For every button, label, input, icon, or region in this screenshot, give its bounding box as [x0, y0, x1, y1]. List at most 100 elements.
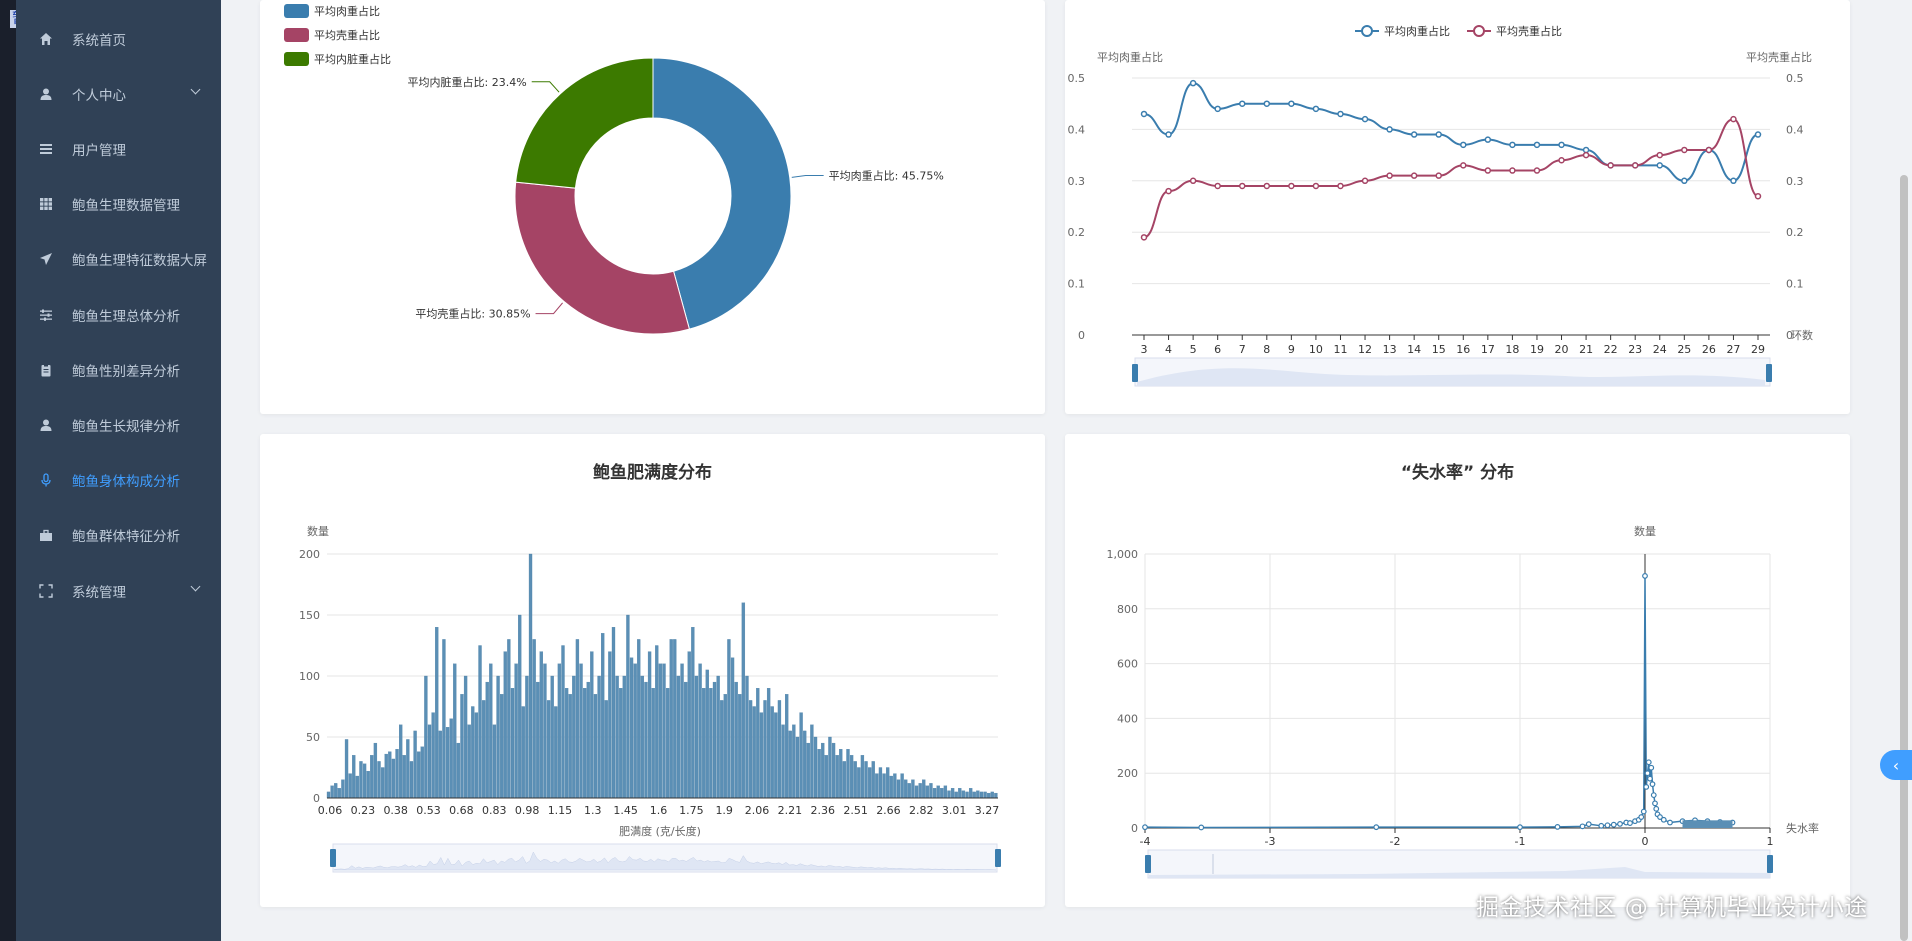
bar	[384, 753, 388, 799]
bar	[803, 730, 807, 799]
y-tick-label: 150	[299, 609, 320, 622]
pie-slice	[652, 57, 792, 330]
bar	[734, 681, 738, 799]
bar	[702, 688, 706, 799]
data-point	[1754, 131, 1762, 138]
zoom-handle-left	[1132, 364, 1138, 382]
bar	[738, 694, 742, 799]
bar	[503, 651, 507, 799]
bar	[330, 785, 334, 799]
bar	[698, 663, 702, 799]
data-point	[1484, 136, 1492, 143]
chevron-left-icon: ‹	[1892, 755, 1900, 775]
pie-label: 平均肉重占比: 45.75%	[829, 168, 944, 182]
data-point	[1610, 821, 1617, 828]
bar	[601, 633, 605, 799]
bar	[622, 675, 626, 799]
x-tick-label: 11	[1333, 343, 1347, 356]
expand-panel-button[interactable]: ‹	[1880, 750, 1912, 780]
data-point	[1647, 775, 1653, 782]
bar	[680, 663, 684, 799]
x-tick-label: 0.38	[383, 804, 408, 817]
clipboard-icon	[37, 361, 55, 379]
legend-label: 平均壳重占比	[1496, 24, 1562, 38]
bar	[579, 663, 583, 799]
data-point	[1648, 764, 1655, 771]
data-point	[1657, 814, 1663, 820]
data-point	[1652, 800, 1658, 807]
sidebar-item[interactable]: 鲍鱼生理总体分析	[16, 287, 221, 342]
x-tick-label: 0	[1642, 835, 1649, 848]
data-point	[1604, 822, 1611, 829]
bar	[550, 675, 554, 799]
sliders-icon	[37, 306, 55, 324]
x-tick-label: 0.23	[351, 804, 376, 817]
bar	[619, 688, 623, 799]
sidebar-item[interactable]: 鲍鱼身体构成分析	[16, 453, 221, 508]
x-tick-label: 27	[1726, 343, 1740, 356]
sidebar-item[interactable]: 个人中心	[16, 66, 221, 121]
briefcase-icon	[37, 526, 55, 544]
bar	[460, 694, 464, 799]
bar	[983, 791, 987, 799]
x-tick-label: -3	[1265, 835, 1276, 848]
sidebar-item[interactable]: 鲍鱼生长规律分析	[16, 397, 221, 452]
data-point	[1667, 819, 1673, 826]
fullscreen-icon	[37, 582, 55, 600]
bar	[828, 736, 832, 799]
x-tick-label: 5	[1190, 343, 1197, 356]
sidebar-item[interactable]: 鲍鱼性别差异分析	[16, 342, 221, 397]
zoom-handle-right	[995, 849, 1001, 867]
data-point	[1410, 172, 1418, 179]
bar	[907, 783, 911, 799]
sidebar-item[interactable]: 鲍鱼生理特征数据大屏	[16, 232, 221, 287]
data-point	[1288, 100, 1295, 107]
x-tick-label: 9	[1288, 343, 1295, 356]
y-tick-right: 0.4	[1786, 123, 1804, 136]
bar	[940, 788, 944, 799]
y-tick-label: 1,000	[1107, 548, 1139, 561]
data-point	[1533, 141, 1541, 149]
legend-swatch	[284, 52, 309, 66]
bar	[849, 755, 854, 799]
bar	[377, 761, 381, 799]
bar	[373, 742, 378, 799]
bar	[795, 736, 800, 799]
sidebar-item[interactable]: 系统管理	[16, 563, 221, 618]
sidebar-item[interactable]: 系统首页	[16, 11, 221, 66]
bar	[990, 791, 994, 799]
x-tick-label: 18	[1505, 343, 1519, 356]
bar	[362, 763, 367, 799]
sidebar-item[interactable]: 用户管理	[16, 121, 221, 176]
bar	[637, 639, 641, 799]
bar	[572, 675, 576, 799]
bar	[647, 651, 652, 799]
bar	[875, 773, 879, 799]
x-tick-label: 16	[1456, 343, 1470, 356]
bar	[453, 663, 457, 799]
sidebar-item[interactable]: 鲍鱼群体特征分析	[16, 508, 221, 563]
bar	[835, 755, 839, 799]
x-tick-label: 13	[1383, 343, 1397, 356]
bar	[388, 751, 392, 799]
legend-label: 平均肉重占比	[1384, 24, 1450, 38]
bar	[886, 767, 890, 799]
scrollbar-thumb[interactable]	[1900, 175, 1908, 941]
x-tick-label: 1	[1767, 835, 1774, 848]
sidebar-item[interactable]: 鲍鱼生理数据管理	[16, 177, 221, 232]
data-point	[1140, 110, 1148, 118]
zoom-handle-left	[330, 849, 336, 867]
bar	[979, 791, 984, 799]
bar	[492, 724, 497, 799]
data-point	[1189, 79, 1197, 87]
bar	[655, 645, 659, 799]
data-point	[1517, 824, 1523, 831]
bar	[925, 785, 930, 799]
bar	[435, 627, 439, 799]
bar	[640, 675, 645, 799]
data-point	[1263, 100, 1271, 107]
bar	[929, 783, 933, 799]
bar	[961, 790, 966, 799]
send-icon	[37, 250, 55, 268]
bar	[445, 727, 450, 799]
